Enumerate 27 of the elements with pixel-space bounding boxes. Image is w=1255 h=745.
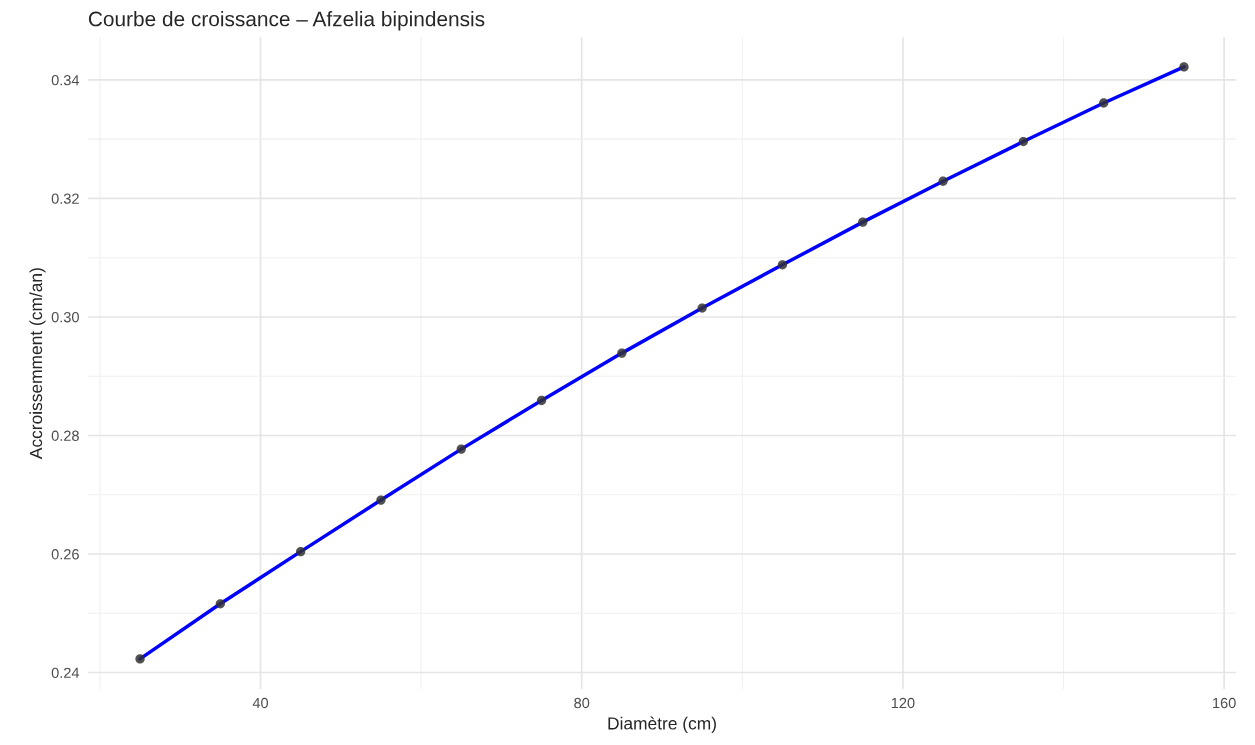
point <box>858 217 868 227</box>
point <box>617 348 627 358</box>
point <box>1018 136 1029 147</box>
point <box>777 260 788 270</box>
point <box>295 546 306 557</box>
point <box>456 444 466 454</box>
y-tick-label: 0.26 <box>51 549 79 560</box>
y-axis-title: Accroissemment (cm/an) <box>29 268 46 460</box>
x-tick-label: 40 <box>252 697 269 709</box>
y-tick-label: 0.28 <box>51 430 79 441</box>
y-tick-label: 0.34 <box>51 75 80 86</box>
y-tick-label: 0.32 <box>51 193 79 204</box>
x-axis-title: Diamètre (cm) <box>608 716 716 733</box>
point <box>536 395 547 406</box>
point <box>1099 98 1109 108</box>
point <box>938 176 948 186</box>
point <box>697 303 707 313</box>
point <box>135 654 145 664</box>
x-tick-label: 120 <box>891 697 915 709</box>
y-tick-label: 0.24 <box>51 667 80 678</box>
point <box>215 599 226 609</box>
chart-title: Courbe de croissance – Afzelia bipindensis <box>88 11 485 31</box>
y-tick-label: 0.30 <box>51 312 79 323</box>
point <box>376 495 386 505</box>
x-tick-label: 80 <box>574 697 590 709</box>
point <box>1179 62 1189 72</box>
x-tick-label: 160 <box>1213 697 1236 709</box>
